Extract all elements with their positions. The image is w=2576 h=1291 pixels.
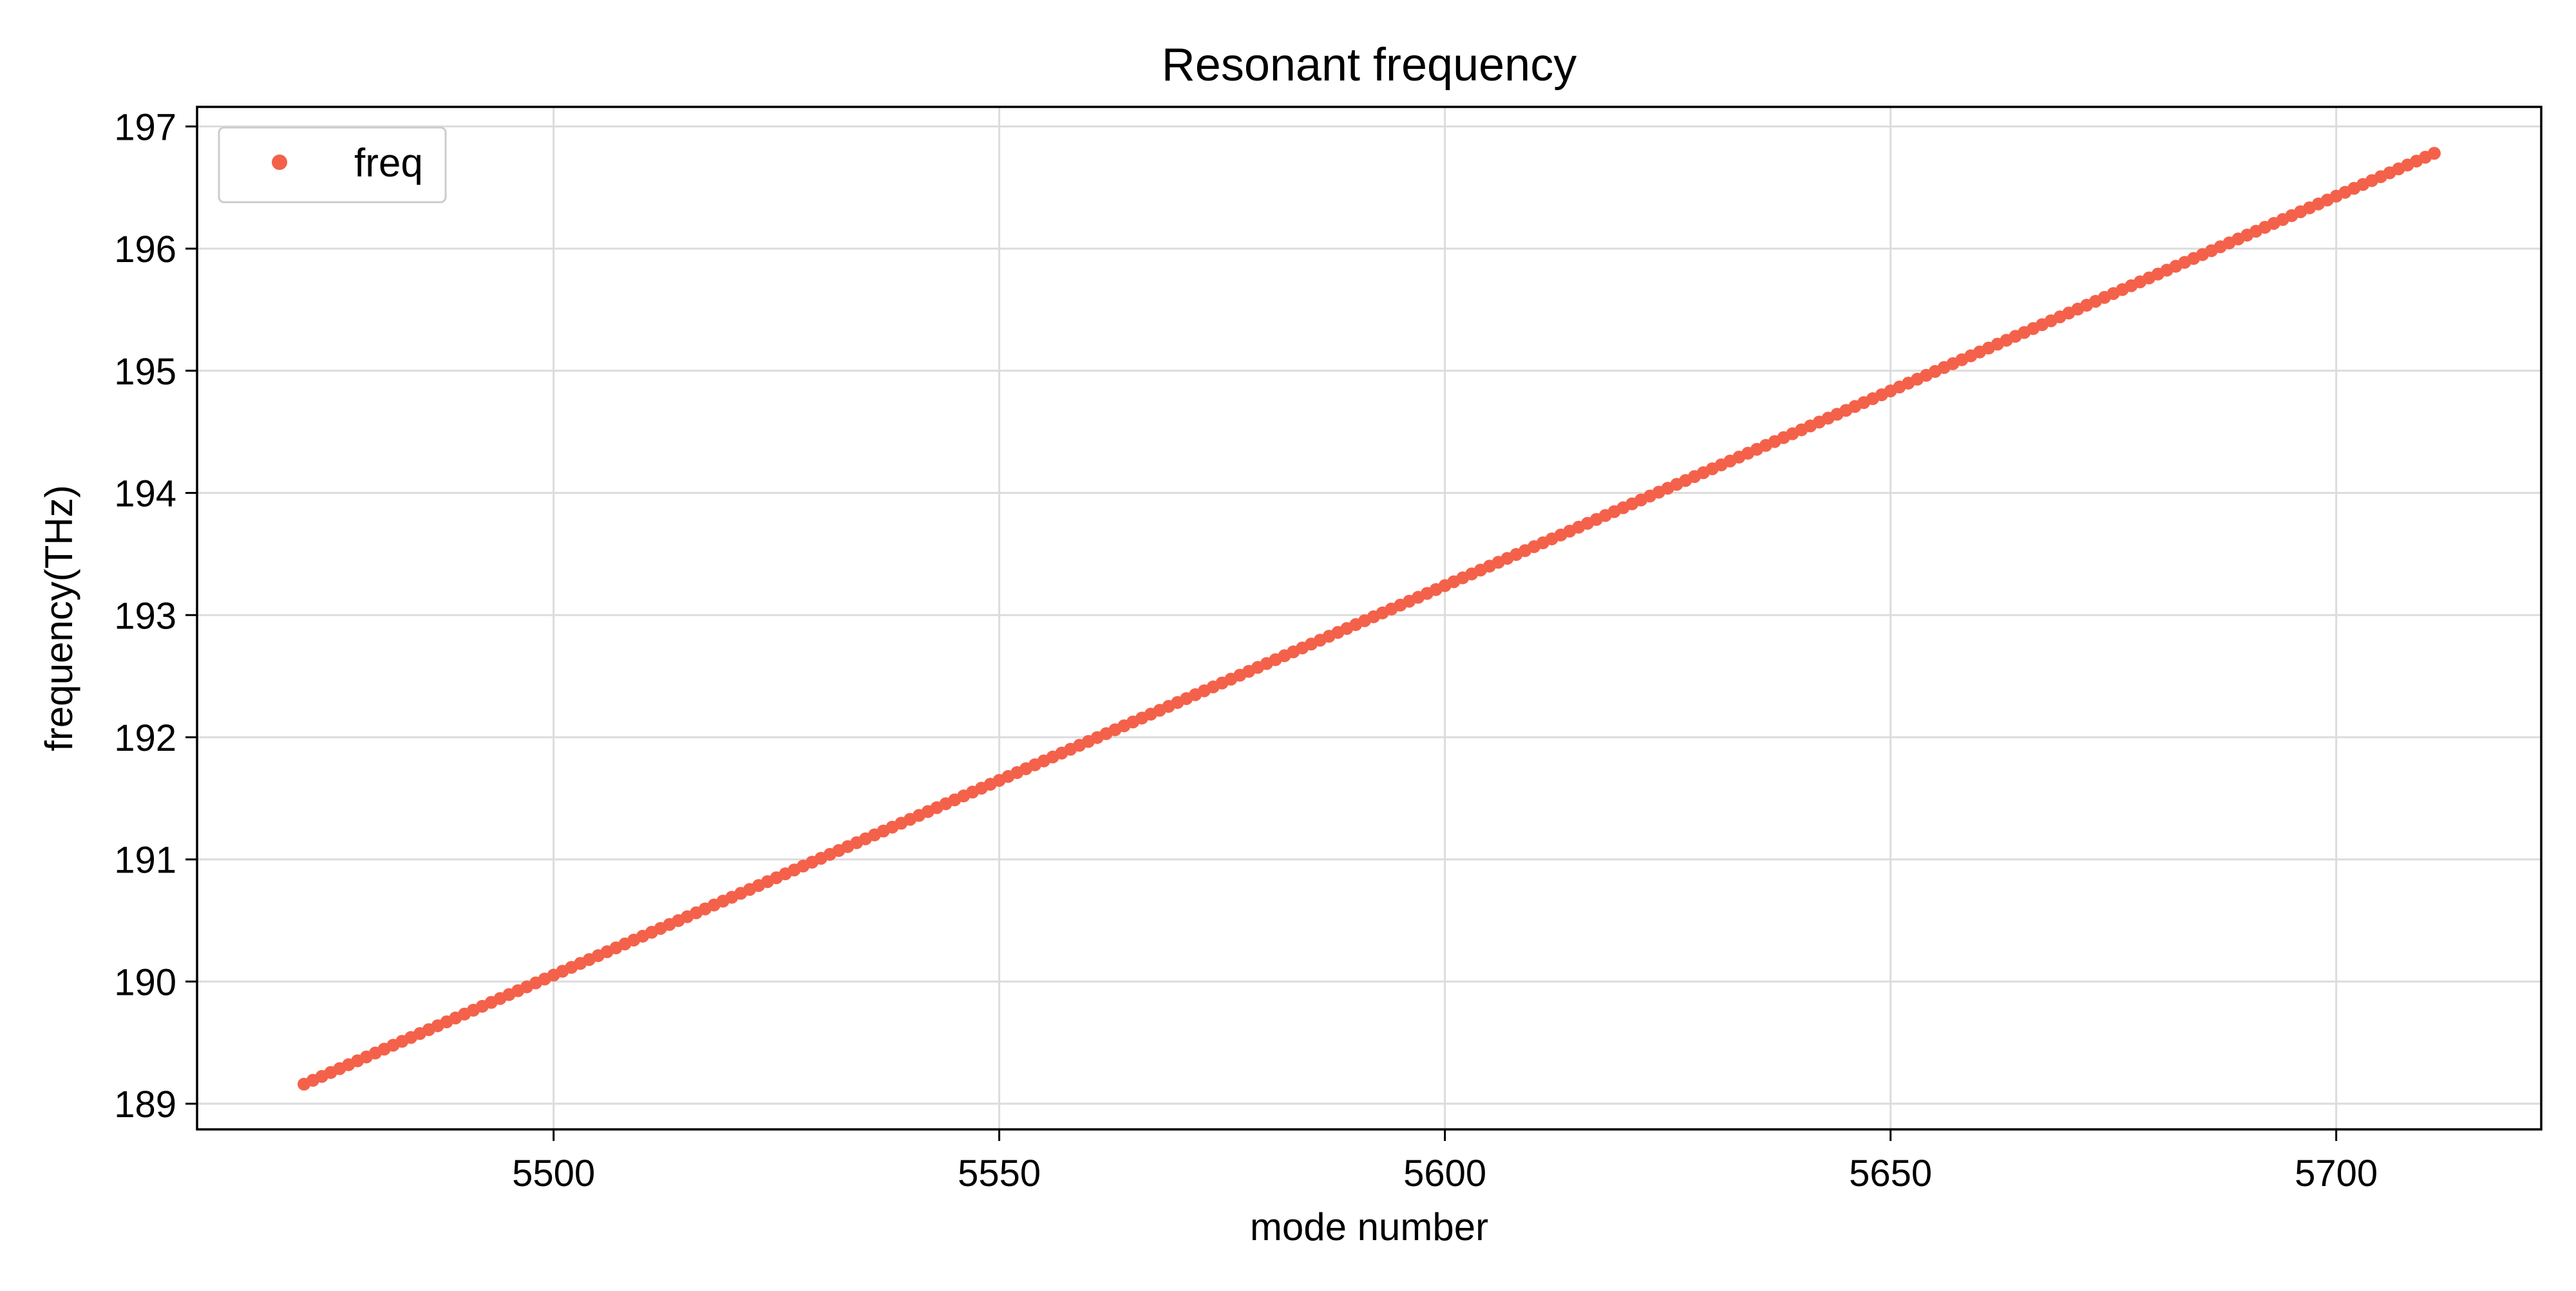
legend-box	[218, 126, 447, 203]
y-tick-label: 189	[114, 1084, 176, 1126]
plot-frame	[196, 106, 2543, 1131]
legend-label: freq	[354, 141, 423, 185]
legend: freq	[218, 126, 447, 203]
y-axis-label: frequency(THz)	[37, 485, 80, 751]
x-tick-label: 5500	[512, 1153, 595, 1194]
y-tick-label: 191	[114, 840, 176, 881]
data-point	[2427, 147, 2441, 160]
y-tick-label: 193	[114, 595, 176, 637]
x-tick-label: 5650	[1849, 1153, 1932, 1194]
y-tick-label: 197	[114, 106, 176, 148]
x-tick-label: 5600	[1403, 1153, 1486, 1194]
y-tick-label: 194	[114, 473, 176, 515]
axis-ticks: 5500 5550 5600 5650 5700 189 190 191 192 193 194 19…	[114, 106, 2378, 1194]
y-tick-label: 196	[114, 229, 176, 270]
y-tick-label: 195	[114, 351, 176, 393]
data-points	[298, 147, 2441, 1091]
x-tick-label: 5700	[2295, 1153, 2378, 1194]
chart-title: Resonant frequency	[1162, 39, 1577, 91]
y-tick-label: 192	[114, 717, 176, 759]
x-axis-label: mode number	[1250, 1205, 1488, 1249]
x-tick-label: 5550	[958, 1153, 1041, 1194]
legend-marker	[272, 155, 287, 170]
y-tick-label: 190	[114, 961, 176, 1003]
